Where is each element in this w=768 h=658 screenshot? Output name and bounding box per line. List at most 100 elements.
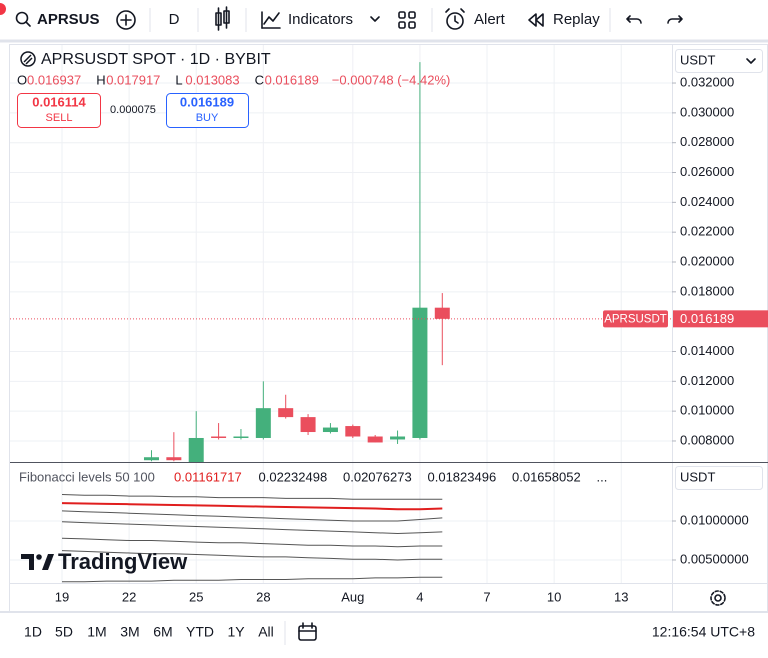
x-tick-label: 7 xyxy=(483,589,490,604)
indicator-value: 0.01658052 xyxy=(512,469,581,484)
logo-part xyxy=(42,554,54,570)
indicator-currency[interactable]: USDT xyxy=(675,466,763,490)
buy-label[interactable]: BUY xyxy=(196,112,219,124)
x-tick-label: 19 xyxy=(55,589,69,604)
timeframe[interactable]: 3M xyxy=(120,624,139,640)
symbol-search[interactable]: APRSUS xyxy=(15,11,100,28)
y-tick-label: 0.026000 xyxy=(680,164,734,179)
ohlc-row: O 0.016937 H 0.017917 L 0.013083 C 0.016189 −0.0… xyxy=(17,72,450,87)
x-tick-label: Aug xyxy=(341,589,364,604)
indicator-line xyxy=(61,502,443,511)
currency-selector[interactable]: USDT xyxy=(675,49,763,73)
price-label-symbol-box xyxy=(603,310,668,328)
main-pane xyxy=(10,62,672,462)
notification-dot xyxy=(0,3,6,15)
date-range-button[interactable] xyxy=(298,622,317,641)
price-label-symbol: APRSUSDT xyxy=(604,313,667,325)
y-tick-label: 0.020000 xyxy=(680,253,734,268)
chart-type-button[interactable] xyxy=(215,6,230,31)
candle-body xyxy=(166,457,182,461)
ohlc-key: L xyxy=(175,72,182,87)
layouts-button[interactable] xyxy=(398,11,416,29)
y-tick-label: 0.01000000 xyxy=(680,512,749,527)
indicator-line xyxy=(61,537,443,548)
alert-label[interactable]: Alert xyxy=(474,11,506,28)
axes: 0.008000 0.010000 0.012000 0.014000 0.018000… xyxy=(55,74,749,604)
candle-body xyxy=(278,408,294,418)
price-label: APRSUSDT 0.016189 xyxy=(603,310,768,328)
ohlc-value: 0.016189 xyxy=(265,72,319,87)
timeframe[interactable]: YTD xyxy=(186,624,214,640)
replay-label[interactable]: Replay xyxy=(553,11,600,28)
y-tick-label: 0.028000 xyxy=(680,134,734,149)
sell-button[interactable]: 0.016114 SELL xyxy=(17,93,101,128)
buy-box[interactable] xyxy=(166,93,249,128)
clock[interactable]: 12:16:54 UTC+8 xyxy=(652,624,755,640)
candle-body xyxy=(390,436,406,440)
change: −0.000748 (−4.42%) xyxy=(332,72,451,87)
candle-body xyxy=(300,417,316,433)
timeframe[interactable]: 5D xyxy=(55,624,73,640)
indicator-line xyxy=(61,550,443,561)
candle-body xyxy=(345,426,361,437)
ohlc-value: 0.016937 xyxy=(27,72,81,87)
alert-button[interactable]: Alert xyxy=(445,8,506,30)
indicator-line xyxy=(61,510,443,522)
y-tick-label: 0.024000 xyxy=(680,194,734,209)
candle-body xyxy=(412,307,428,438)
x-tick-label: 4 xyxy=(416,589,423,604)
sell-price[interactable]: 0.016114 xyxy=(32,94,86,109)
timeframe[interactable]: All xyxy=(258,624,274,640)
ohlc-key: H xyxy=(96,72,105,87)
legend: APRSUSDT SPOT · 1D · BYBIT O 0.016937 H 0.0… xyxy=(17,51,450,128)
buy-button[interactable]: 0.016189 BUY xyxy=(166,93,249,128)
ohlc-value: 0.017917 xyxy=(106,72,160,87)
x-tick-label: 22 xyxy=(122,589,136,604)
indicator-line xyxy=(62,576,443,583)
interval[interactable]: D xyxy=(169,11,180,28)
x-tick-label: 25 xyxy=(189,589,203,604)
x-tick-label: 10 xyxy=(547,589,561,604)
currency[interactable]: USDT xyxy=(680,52,715,67)
y-tick-label: 0.022000 xyxy=(680,224,734,239)
indicator-value: 0.01161717 xyxy=(174,469,242,484)
y-tick-label: 0.012000 xyxy=(680,373,734,388)
sell-box[interactable] xyxy=(17,93,101,128)
candle-body xyxy=(211,436,227,438)
timeframe[interactable]: 1D xyxy=(24,624,42,640)
compare-button[interactable] xyxy=(116,10,136,30)
indicators-label[interactable]: Indicators xyxy=(288,11,353,28)
symbol-logo-mark xyxy=(23,54,33,65)
y-tick-label: 0.014000 xyxy=(680,343,734,358)
candle-body xyxy=(143,457,159,461)
indicator-legend: Fibonacci levels 50 100 0.01161717 0.0223… xyxy=(19,469,607,484)
indicator-line xyxy=(61,494,443,500)
currency[interactable]: USDT xyxy=(680,469,715,484)
indicator-value: 0.02232498 xyxy=(259,469,328,484)
toolbar: APRSUS D Indicators Alert Replay xyxy=(0,3,768,43)
replay-button[interactable]: Replay xyxy=(528,11,600,28)
redo-button[interactable] xyxy=(667,15,683,24)
sell-label[interactable]: SELL xyxy=(46,112,73,124)
timeframe[interactable]: 1Y xyxy=(227,624,245,640)
price-label-value: 0.016189 xyxy=(680,311,734,326)
timeframe[interactable]: 1M xyxy=(87,624,106,640)
buy-price[interactable]: 0.016189 xyxy=(180,94,234,109)
settings-button[interactable] xyxy=(710,590,726,606)
currency-box[interactable] xyxy=(675,466,763,490)
y-tick-label: 0.030000 xyxy=(680,104,734,119)
timeframe[interactable]: 6M xyxy=(153,624,172,640)
logo-part xyxy=(21,554,34,570)
candle-body xyxy=(233,436,249,438)
indicator-value: 0.02076273 xyxy=(343,469,412,484)
currency-box[interactable] xyxy=(675,49,763,73)
timeframe-bar: 1D 5D 1M 3M 6M YTD 1Y All xyxy=(24,624,274,640)
symbol[interactable]: APRSUS xyxy=(37,11,100,28)
price-label-box xyxy=(673,310,768,328)
candle-body xyxy=(255,408,271,438)
indicators-button[interactable]: Indicators xyxy=(261,11,380,29)
undo-button[interactable] xyxy=(626,15,642,24)
ohlc-value: 0.013083 xyxy=(185,72,239,87)
